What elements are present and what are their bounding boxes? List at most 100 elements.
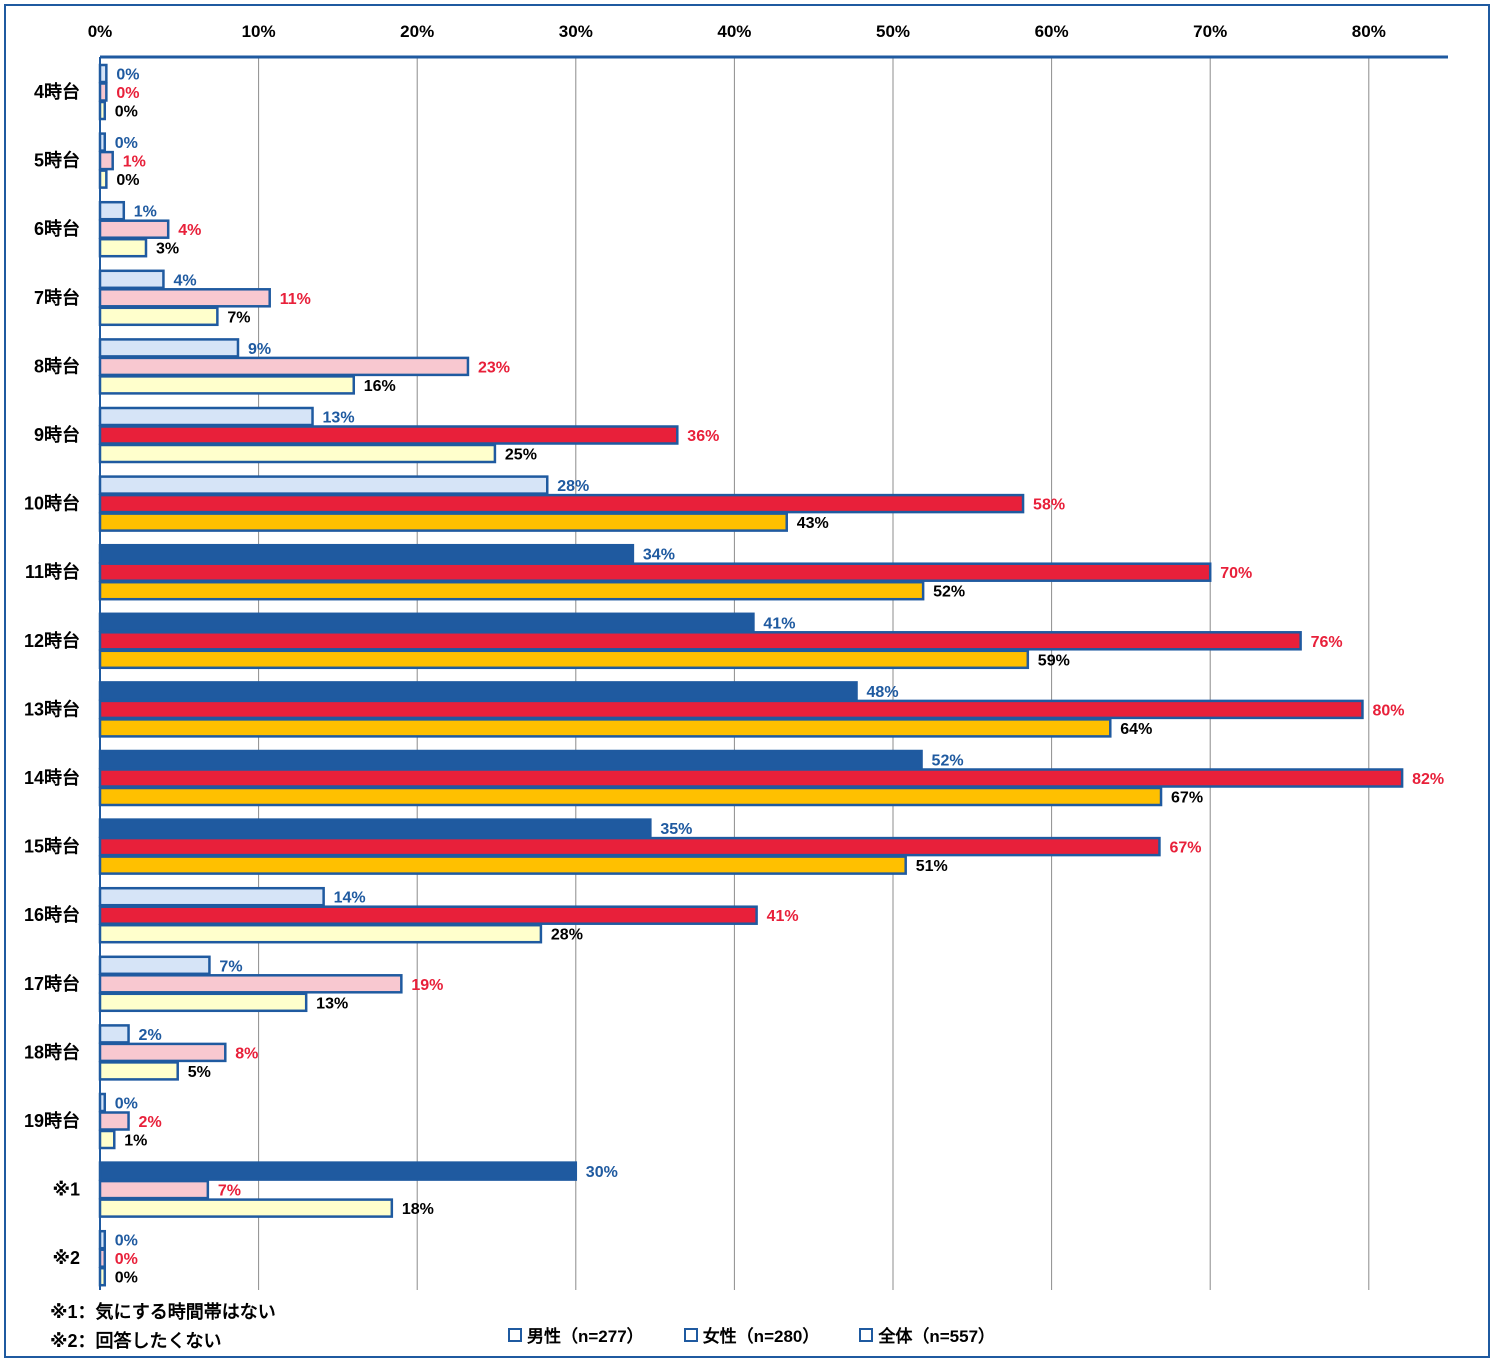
bar-male [100, 134, 105, 151]
data-label-male: 28% [557, 478, 589, 495]
category-label: 9時台 [34, 424, 80, 445]
data-label-total: 51% [916, 858, 948, 875]
bar-male [100, 65, 106, 82]
bar-male [100, 408, 313, 425]
data-label-male: 48% [867, 684, 899, 701]
data-label-male: 14% [334, 890, 366, 907]
category-label: 12時台 [24, 630, 80, 651]
bar-female [100, 1250, 105, 1267]
x-tick-label: 40% [717, 22, 751, 41]
data-label-male: 0% [115, 135, 138, 152]
bar-total [100, 102, 105, 119]
bar-total [100, 651, 1028, 668]
data-label-female: 80% [1372, 702, 1404, 719]
category-label: 14時台 [24, 767, 80, 788]
bar-female [100, 770, 1402, 787]
bar-male [100, 1163, 576, 1180]
data-label-female: 0% [115, 1251, 138, 1268]
x-tick-label: 10% [242, 22, 276, 41]
bar-male [100, 545, 633, 562]
bar-female [100, 1113, 129, 1130]
data-label-female: 82% [1412, 771, 1444, 788]
data-label-female: 2% [139, 1114, 162, 1131]
data-label-male: 0% [115, 1096, 138, 1113]
data-label-total: 67% [1171, 790, 1203, 807]
bar-total [100, 788, 1161, 805]
bar-total [100, 582, 923, 599]
bar-total [100, 445, 495, 462]
data-label-total: 5% [188, 1064, 211, 1081]
bar-female [100, 564, 1210, 581]
data-label-total: 25% [505, 447, 537, 464]
bar-male [100, 477, 547, 494]
data-label-male: 4% [173, 272, 196, 289]
data-label-total: 7% [227, 309, 250, 326]
x-tick-label: 70% [1193, 22, 1227, 41]
bar-total [100, 1268, 105, 1285]
data-label-male: 0% [116, 67, 139, 84]
data-label-male: 2% [139, 1027, 162, 1044]
data-label-female: 67% [1169, 840, 1201, 857]
bar-male [100, 1231, 105, 1248]
data-label-female: 19% [411, 977, 443, 994]
legend-item-female: 女性（n=280） [684, 1322, 820, 1347]
data-label-female: 70% [1220, 565, 1252, 582]
data-label-total: 43% [797, 515, 829, 532]
bar-male [100, 1094, 105, 1111]
x-tick-label: 60% [1035, 22, 1069, 41]
legend-label-female: 女性（n=280） [703, 1322, 820, 1347]
x-tick-label: 0% [88, 22, 113, 41]
bar-male [100, 888, 324, 905]
data-label-total: 1% [124, 1133, 147, 1150]
bar-female [100, 358, 468, 375]
bar-total [100, 857, 906, 874]
bar-male [100, 614, 753, 631]
category-label: 6時台 [34, 218, 80, 239]
legend: 男性（n=277） 女性（n=280） 全体（n=557） [508, 1322, 995, 1347]
bar-female [100, 427, 677, 444]
bar-female [100, 632, 1301, 649]
data-label-total: 52% [933, 584, 965, 601]
data-label-male: 1% [134, 204, 157, 221]
data-label-female: 23% [478, 359, 510, 376]
data-label-male: 7% [219, 958, 242, 975]
bar-male [100, 957, 209, 974]
bar-female [100, 289, 270, 306]
footnote-2: ※2：回答したくない [50, 1327, 276, 1356]
bar-female [100, 975, 401, 992]
data-label-total: 64% [1120, 721, 1152, 738]
data-label-total: 13% [316, 995, 348, 1012]
data-label-female: 76% [1311, 634, 1343, 651]
bar-total [100, 514, 787, 531]
bar-male [100, 202, 124, 219]
data-label-total: 0% [116, 172, 139, 189]
x-tick-label: 30% [559, 22, 593, 41]
square-outline-icon [508, 1328, 522, 1342]
bar-male [100, 1025, 129, 1042]
data-label-female: 11% [280, 291, 311, 308]
bar-total [100, 1200, 392, 1217]
category-label: 7時台 [34, 287, 80, 308]
category-label: 19時台 [24, 1110, 80, 1131]
data-label-female: 36% [687, 428, 719, 445]
category-label: 15時台 [24, 836, 80, 857]
legend-label-male: 男性（n=277） [527, 1322, 644, 1347]
bar-female [100, 907, 757, 924]
bar-male [100, 339, 238, 356]
data-label-male: 41% [763, 615, 795, 632]
category-label: ※1 [52, 1180, 80, 1200]
x-tick-label: 80% [1352, 22, 1386, 41]
data-label-male: 0% [115, 1233, 138, 1250]
bar-total [100, 308, 217, 325]
bar-male [100, 820, 650, 837]
bar-female [100, 84, 106, 101]
data-label-female: 58% [1033, 497, 1065, 514]
bar-male [100, 271, 163, 288]
data-label-total: 28% [551, 927, 583, 944]
data-label-female: 7% [218, 1183, 241, 1200]
bar-female [100, 221, 168, 238]
bar-total [100, 1062, 178, 1079]
data-label-male: 34% [643, 547, 675, 564]
category-label: 8時台 [34, 355, 80, 376]
